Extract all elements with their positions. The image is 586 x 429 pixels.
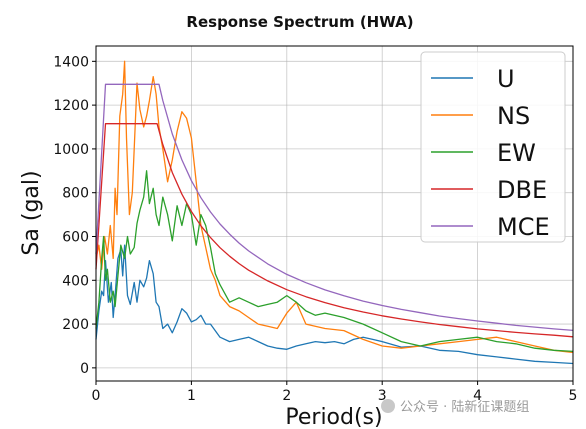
x-tick-label: 0 (92, 388, 101, 404)
x-tick-label: 2 (282, 388, 291, 404)
series-line-dbe (95, 123, 574, 338)
wechat-icon (381, 399, 395, 413)
x-tick-label: 1 (187, 388, 196, 404)
x-tick-label: 4 (473, 388, 482, 404)
legend: U NS EW DBE MCE (420, 51, 566, 243)
series-line-ew (95, 170, 574, 353)
series-line-u (95, 244, 574, 365)
series-lines (95, 60, 574, 365)
y-tick-label: 1000 (53, 142, 89, 158)
y-tick-label: 800 (62, 186, 89, 202)
y-axis-ticks: 0 200 400 600 800 1000 1200 1400 (53, 54, 96, 377)
x-tick-label: 3 (378, 388, 387, 404)
legend-label-ns: NS (497, 102, 530, 130)
legend-label-u: U (497, 65, 515, 93)
y-tick-label: 600 (62, 229, 89, 245)
series-line-ns (95, 60, 574, 354)
watermark-text: 公众号 · 陆新征课题组 (400, 399, 529, 415)
y-tick-label: 0 (80, 361, 89, 377)
x-tick-label: 5 (569, 388, 578, 404)
y-tick-label: 400 (62, 273, 89, 289)
legend-label-mce: MCE (497, 213, 550, 241)
watermark: 公众号 · 陆新征课题组 (381, 399, 529, 415)
x-axis-label: Period(s) (285, 405, 382, 429)
legend-label-dbe: DBE (497, 176, 547, 204)
legend-box (420, 51, 566, 243)
plot-frame (95, 45, 574, 382)
y-tick-label: 1400 (53, 54, 89, 70)
y-axis-label: Sa (gal) (19, 170, 44, 255)
legend-label-ew: EW (497, 139, 536, 167)
chart-title: Response Spectrum (HWA) (186, 13, 413, 31)
y-tick-label: 200 (62, 317, 89, 333)
y-tick-label: 1200 (53, 98, 89, 114)
x-axis-ticks: 0 1 2 3 4 5 (92, 381, 578, 404)
series-line-mce (95, 83, 574, 332)
